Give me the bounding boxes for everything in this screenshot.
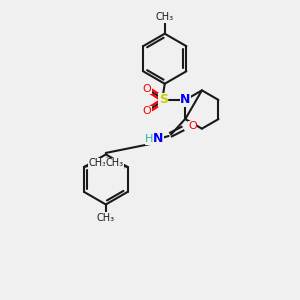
Text: O: O	[143, 106, 152, 116]
Text: H: H	[145, 134, 154, 144]
Text: S: S	[159, 93, 168, 106]
Text: CH₃: CH₃	[88, 158, 106, 168]
Text: CH₃: CH₃	[105, 158, 123, 168]
Text: CH₃: CH₃	[156, 13, 174, 22]
Text: O: O	[188, 121, 197, 131]
Text: CH₃: CH₃	[97, 213, 115, 223]
Text: O: O	[143, 84, 152, 94]
Text: N: N	[153, 133, 164, 146]
Text: N: N	[180, 93, 190, 106]
